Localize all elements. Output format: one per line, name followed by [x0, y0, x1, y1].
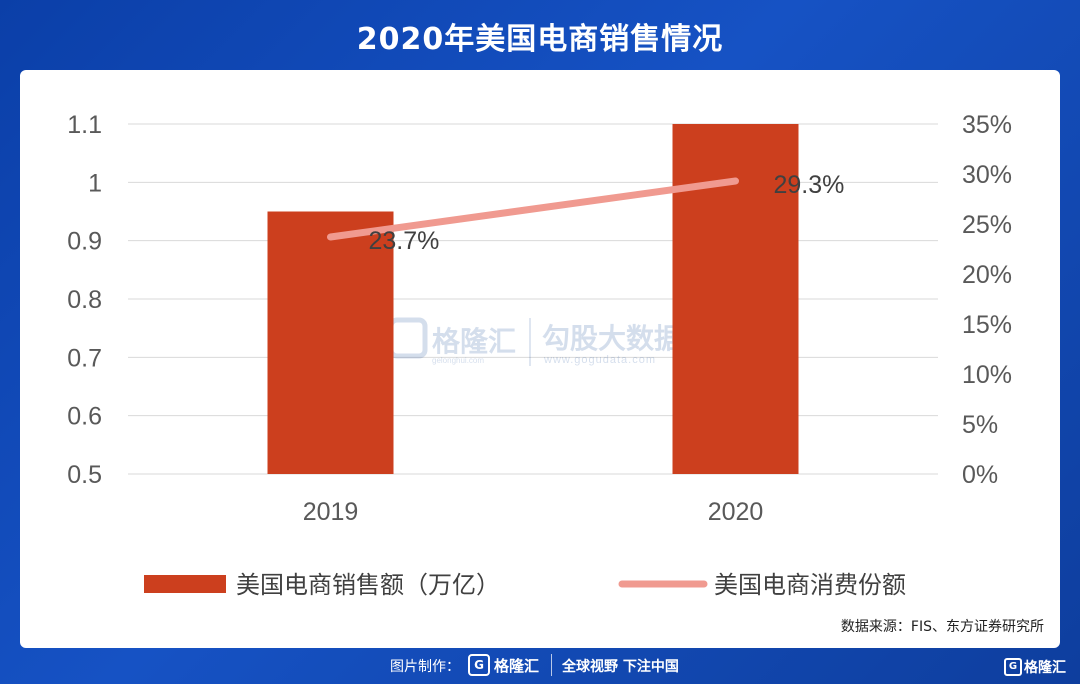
share-line [327, 177, 739, 241]
y-right-tick-label: 15% [962, 311, 1012, 339]
y-left-tick-label: 1 [88, 169, 102, 197]
gelonghui-logo-small-icon: G [1004, 658, 1022, 676]
x-tick-label: 2020 [708, 498, 764, 526]
watermark: 格隆汇 gelonghui.com 勾股大数据 www.gogudata.com [388, 317, 682, 366]
y-right-tick-label: 25% [962, 211, 1012, 239]
watermark-logo-icon [388, 317, 428, 359]
legend-swatch-bar [144, 575, 226, 593]
footer-divider [551, 654, 552, 676]
footer-brand: 格隆汇 [494, 657, 540, 675]
y-right-tick-label: 10% [962, 361, 1012, 389]
watermark-brand: 格隆汇 [432, 326, 516, 357]
y-left-tick-label: 1.1 [67, 111, 102, 139]
x-tick-label: 2019 [303, 498, 359, 526]
watermark-brand2-sub: www.gogudata.com [543, 354, 656, 366]
legend-label: 美国电商消费份额 [714, 572, 906, 599]
chart: 格隆汇 gelonghui.com 勾股大数据 www.gogudata.com… [67, 111, 1012, 599]
y-left-tick-label: 0.8 [67, 286, 102, 314]
chart-card: 格隆汇 gelonghui.com 勾股大数据 www.gogudata.com… [20, 70, 1060, 648]
y-left-tick-label: 0.6 [67, 403, 102, 431]
y-right-tick-label: 20% [962, 261, 1012, 289]
footer: 图片制作： G 格隆汇 全球视野 下注中国 G 格隆汇 [0, 654, 1080, 680]
y-right-tick-label: 30% [962, 161, 1012, 189]
y-left-tick-label: 0.7 [67, 344, 102, 372]
bar [267, 211, 394, 474]
y-left-tick-label: 0.9 [67, 228, 102, 256]
data-label: 29.3% [774, 171, 845, 199]
y-right-tick-label: 5% [962, 411, 998, 439]
gelonghui-logo-icon: G [468, 654, 490, 676]
footer-slogan: 全球视野 下注中国 [562, 659, 679, 675]
footer-brand-right: 格隆汇 [1024, 660, 1066, 676]
footer-made-by: 图片制作： [390, 659, 460, 675]
legend-label: 美国电商销售额（万亿） [236, 572, 500, 599]
page-title: 2020年美国电商销售情况 [356, 22, 724, 57]
data-source: 数据来源：FIS、东方证券研究所 [840, 619, 1044, 635]
y-right-tick-label: 0% [962, 461, 998, 489]
data-label: 23.7% [369, 227, 440, 255]
y-left-tick-label: 0.5 [67, 461, 102, 489]
y-right-tick-label: 35% [962, 111, 1012, 139]
watermark-brand2: 勾股大数据 [542, 323, 682, 354]
watermark-brand-sub: gelonghui.com [432, 356, 484, 365]
